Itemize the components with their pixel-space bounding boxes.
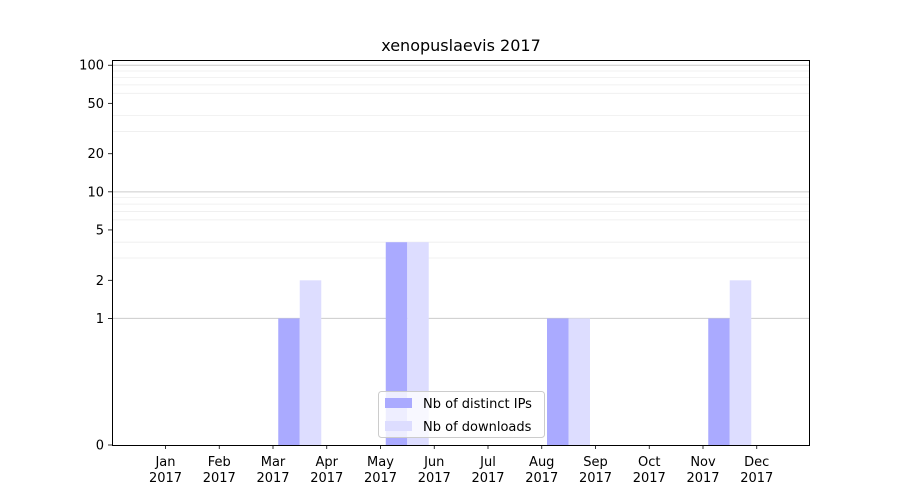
x-tick-label-year: 2017 [149,471,182,486]
y-tick-label: 20 [87,147,104,162]
x-tick-label-month: Nov [690,455,716,470]
bar-distinct-ips [547,318,569,445]
x-tick-label-month: Aug [529,455,554,470]
x-tick-label-year: 2017 [310,471,343,486]
x-tick-label-month: Apr [316,455,339,470]
y-tick-label: 100 [79,59,104,74]
x-tick-label-month: Jan [154,455,175,470]
bar-downloads [568,318,590,445]
y-axis: 0 1 2 5 10 20 50 100 [79,59,112,454]
x-tick-label-month: Jul [479,455,496,470]
y-tick-label: 2 [96,274,104,289]
x-tick-label-month: Feb [208,455,231,470]
x-tick-label-year: 2017 [579,471,612,486]
x-tick-label-year: 2017 [633,471,666,486]
y-tick-label: 0 [96,439,104,454]
bar-distinct-ips [708,318,730,445]
x-tick-label-year: 2017 [686,471,719,486]
x-tick-label-year: 2017 [256,471,289,486]
x-tick-label-month: Jun [423,455,444,470]
x-tick-label-year: 2017 [740,471,773,486]
y-tick-label: 1 [96,312,104,327]
x-tick-label-month: Oct [638,455,660,470]
x-tick-label-month: Sep [583,455,608,470]
x-tick-label-year: 2017 [364,471,397,486]
y-tick-label: 50 [87,97,104,112]
bar-downloads [299,280,322,445]
legend-label: Nb of distinct IPs [423,397,532,412]
y-tick-label: 5 [96,223,104,238]
legend: Nb of distinct IPs Nb of downloads [378,391,545,438]
bar-distinct-ips [278,318,300,445]
x-tick-label-month: Dec [744,455,769,470]
x-tick-label-year: 2017 [203,471,236,486]
legend-swatch [385,398,412,408]
chart-title: xenopuslaevis 2017 [381,36,541,55]
x-tick-label-year: 2017 [418,471,451,486]
bar-downloads [729,280,752,445]
x-tick-label-year: 2017 [471,471,504,486]
y-tick-label: 10 [87,185,104,200]
x-axis: Jan2017Feb2017Mar2017Apr2017May2017Jun20… [149,445,773,486]
x-tick-label-month: Mar [261,455,286,470]
axes-frame [112,60,810,446]
x-tick-label-year: 2017 [525,471,558,486]
legend-label: Nb of downloads [423,420,532,435]
legend-swatch [385,421,412,431]
grid-lines [112,64,809,319]
legend-box [378,391,545,438]
x-tick-label-month: May [367,455,394,470]
